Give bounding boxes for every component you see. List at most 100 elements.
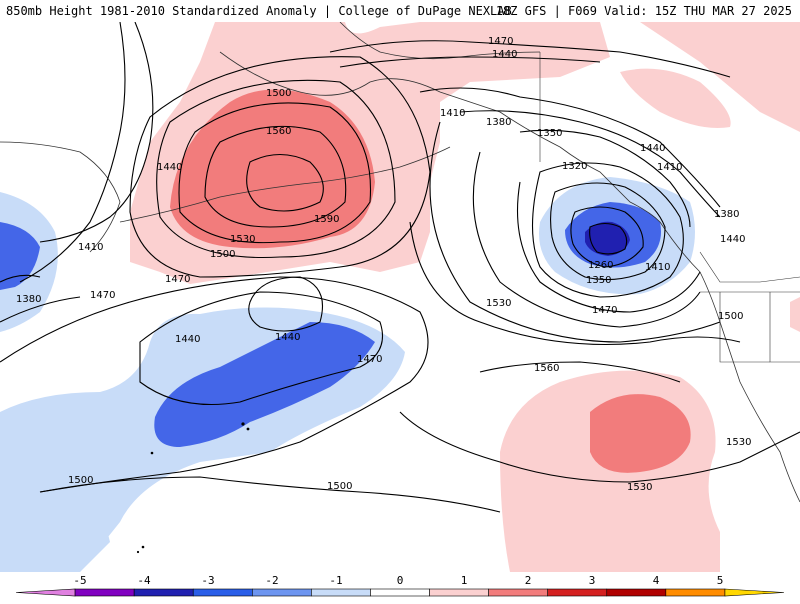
label-1500-ridge-b: 1500 — [210, 249, 235, 260]
contour-1350-low-outer — [516, 181, 701, 313]
contour-1500-ridge — [156, 79, 396, 259]
label-1500-s: 1500 — [327, 481, 352, 492]
label-1530-ridge: 1530 — [230, 234, 255, 245]
aleutian-chain — [119, 146, 451, 223]
contour-1500-s — [39, 476, 501, 513]
contour-1470-low-outer — [429, 121, 721, 343]
contour-1380-gulf — [459, 110, 721, 218]
label-1560-sub: 1560 — [534, 363, 559, 374]
contour-1470-left — [0, 296, 81, 323]
label-1440-west: 1440 — [157, 162, 182, 173]
scale-swatch — [547, 588, 608, 597]
label-1530-mid: 1530 — [486, 298, 511, 309]
positive-anomaly-region-coast — [790, 297, 800, 332]
contour-1470-trough — [139, 291, 384, 406]
scale-tick-label: 4 — [653, 574, 660, 587]
scale-swatch — [311, 588, 371, 597]
scale-swatch — [724, 588, 785, 597]
label-1380-west: 1380 — [16, 294, 41, 305]
map-title: 850mb Height 1981-2010 Standardized Anom… — [6, 4, 512, 18]
label-1500-e: 1500 — [718, 311, 743, 322]
label-1440-trough-b: 1440 — [275, 332, 300, 343]
label-1440-top: 1440 — [492, 49, 517, 60]
label-1260-low: 1260 — [588, 260, 613, 271]
contour-1530 — [178, 102, 372, 244]
contour-1470-ridge — [129, 56, 431, 278]
border-bc-alberta — [699, 251, 800, 283]
scale-tick-label: -1 — [329, 574, 342, 587]
contour-1530-sub — [399, 411, 800, 483]
contour-labels: 1470 1440 1500 1560 1590 1530 1500 1440 … — [16, 36, 751, 493]
scale-swatch — [15, 588, 76, 597]
label-1380-e: 1380 — [714, 209, 739, 220]
scale-swatch — [370, 588, 430, 597]
contour-1320-low — [531, 162, 684, 298]
contour-1410-low-outer — [472, 151, 701, 328]
contour-1560 — [204, 125, 347, 228]
label-1500-sw: 1500 — [68, 475, 93, 486]
negative-anomaly-deep-gulf — [585, 221, 630, 256]
contour-1440-top — [339, 56, 601, 68]
scale-tick-label: 0 — [397, 574, 404, 587]
kamchatka-coast — [0, 141, 121, 253]
label-1470-left: 1470 — [90, 290, 115, 301]
contour-1410-gulf — [419, 87, 721, 208]
map-header: 850mb Height 1981-2010 Standardized Anom… — [0, 0, 800, 22]
contour-1590 — [246, 154, 324, 212]
contour-1260-low — [570, 206, 644, 268]
contour-1560-sub — [479, 361, 681, 383]
positive-anomaly-region-ne — [620, 68, 731, 128]
anomaly-shading — [0, 22, 800, 572]
scale-swatch — [74, 588, 135, 597]
island-dot — [141, 545, 145, 549]
label-1410-gulf: 1410 — [440, 108, 465, 119]
label-1590-ridge: 1590 — [314, 214, 339, 225]
scale-tick-label: -4 — [137, 574, 151, 587]
label-1350-low: 1350 — [586, 275, 611, 286]
label-1470-mid: 1470 — [165, 274, 190, 285]
label-1530-sub: 1530 — [627, 482, 652, 493]
bc-coast — [659, 221, 800, 503]
scale-swatch — [429, 588, 489, 597]
negative-anomaly-core-west — [0, 222, 40, 290]
contour-1410-north — [19, 22, 126, 283]
island-dot — [136, 550, 140, 554]
negative-anomaly-core-central — [154, 322, 375, 447]
label-1440-trough: 1440 — [175, 334, 200, 345]
label-1440-e: 1440 — [640, 143, 665, 154]
label-1560-ridge: 1560 — [266, 126, 291, 137]
scale-tick-label: 1 — [461, 574, 468, 587]
scale-tick-label: -3 — [201, 574, 214, 587]
scale-swatch — [665, 588, 726, 597]
island-markers — [136, 422, 250, 554]
label-1320-gulf: 1320 — [562, 161, 587, 172]
scale-tick-labels: -5 -4 -3 -2 -1 0 1 2 3 4 5 — [73, 574, 723, 587]
color-scale-bar: -5 -4 -3 -2 -1 0 1 2 3 4 5 — [0, 572, 800, 600]
island-dot — [150, 451, 154, 455]
island-dot — [246, 427, 250, 431]
label-1530-se: 1530 — [726, 437, 751, 448]
boundaries — [539, 52, 800, 363]
border-states-2 — [769, 292, 800, 363]
label-1470-low: 1470 — [592, 305, 617, 316]
contour-1530-mid — [409, 221, 741, 345]
scale-swatch — [606, 588, 667, 597]
contour-1440-trough — [248, 276, 324, 332]
anomaly-map: 1470 1440 1500 1560 1590 1530 1500 1440 … — [0, 22, 800, 572]
scale-swatches — [15, 588, 785, 597]
island-dot — [241, 422, 245, 426]
label-1350-gulf: 1350 — [537, 128, 562, 139]
contour-1290-low — [549, 182, 666, 281]
label-1470-top: 1470 — [488, 36, 513, 47]
scale-tick-label: -2 — [265, 574, 278, 587]
scale-tick-label: 3 — [589, 574, 596, 587]
scale-swatch — [192, 588, 253, 597]
contour-1470-top — [329, 40, 731, 78]
scale-swatch — [252, 588, 312, 597]
color-scale-svg: -5 -4 -3 -2 -1 0 1 2 3 4 5 — [15, 574, 785, 597]
scale-tick-label: 5 — [717, 574, 724, 587]
contour-1230-low — [589, 222, 628, 255]
scale-tick-label: -5 — [73, 574, 86, 587]
height-contours — [0, 22, 800, 513]
scale-tick-label: 2 — [525, 574, 532, 587]
